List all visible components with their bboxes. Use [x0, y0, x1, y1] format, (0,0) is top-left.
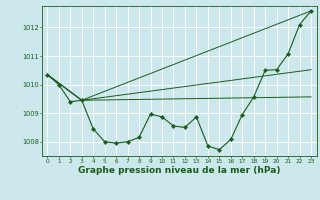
X-axis label: Graphe pression niveau de la mer (hPa): Graphe pression niveau de la mer (hPa) — [78, 166, 280, 175]
